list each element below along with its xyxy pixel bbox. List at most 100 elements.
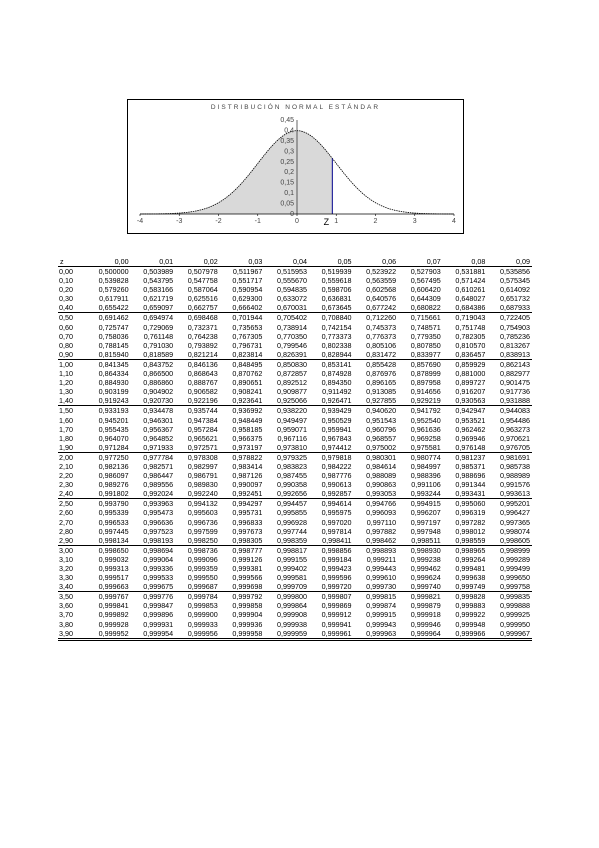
probability-cell: 0,997744 (276, 526, 307, 536)
probability-cell: 0,904902 (143, 387, 174, 397)
table-row: 2,30 0,989276 0,989556 0,989830 0,990097 0,99… (58, 480, 532, 489)
probability-cell: 0,903199 (98, 387, 129, 397)
probability-cell: 0,994614 (321, 499, 352, 509)
probability-cell: 0,999211 (366, 554, 397, 564)
probability-cell: 0,691462 (98, 313, 129, 323)
probability-cell: 0,911492 (322, 387, 352, 397)
table-row: 1,10 0,864334 0,866500 0,868643 0,870762 0,87… (58, 369, 532, 378)
column-header: 0,01 (130, 257, 176, 267)
probability-cell: 0,958185 (232, 424, 263, 434)
probability-cell: 0,934478 (143, 406, 174, 416)
probability-cell: 0,998511 (398, 535, 443, 546)
probability-cell: 0,782305 (455, 331, 486, 341)
probability-cell: 0,594835 (276, 285, 307, 295)
probability-cell: 0,968557 (366, 433, 397, 443)
probability-cell: 0,999922 (455, 610, 486, 620)
table-row: 1,90 0,971284 0,971933 0,972571 0,973197 0,97… (58, 442, 532, 453)
probability-cell: 0,979325 (276, 452, 307, 462)
probability-cell: 0,993790 (98, 499, 129, 509)
probability-cell: 0,995855 (276, 508, 307, 518)
probability-cell: 0,953521 (455, 415, 486, 425)
z-value-cell: 1,60 (59, 415, 73, 425)
probability-cell: 0,999709 (264, 582, 309, 593)
probability-cell: 0,986447 (143, 471, 174, 481)
z-value-cell: 0,90 (58, 349, 86, 360)
y-tick-label: 0,25 (280, 159, 294, 166)
probability-cell: 0,956367 (143, 424, 174, 434)
probability-cell: 0,985371 (455, 461, 486, 471)
probability-cell: 0,992240 (175, 489, 220, 500)
probability-cell: 0,999892 (98, 610, 129, 620)
table-row: 0,50 0,691462 0,694974 0,698468 0,701944 0,70… (58, 313, 532, 323)
table-row: 3,20 0,999313 0,999336 0,999359 0,999381 0,99… (58, 564, 532, 573)
probability-cell: 0,994457 (276, 499, 307, 509)
probability-cell: 0,992656 (264, 489, 309, 500)
table-row: 0,60 0,725747 0,729069 0,732371 0,735653 0,73… (58, 323, 532, 332)
table-row: 0,00 0,500000 0,503989 0,507978 0,511967 0,51… (58, 267, 532, 277)
column-header: 0,05 (308, 257, 354, 267)
probability-cell: 0,999499 (500, 564, 530, 573)
probability-cell: 0,913085 (366, 387, 397, 397)
probability-cell: 0,500000 (98, 267, 129, 276)
probability-cell: 0,999879 (410, 601, 441, 611)
z-value-cell: 2,00 (59, 452, 73, 462)
probability-cell: 0,993244 (398, 489, 443, 500)
probability-cell: 0,996319 (455, 508, 486, 518)
y-tick-label: 0,3 (284, 148, 294, 155)
probability-cell: 0,987776 (321, 471, 352, 481)
probability-cell: 0,938220 (276, 406, 307, 416)
probability-cell: 0,998411 (308, 535, 354, 546)
probability-cell: 0,992024 (130, 489, 176, 500)
probability-cell: 0,929219 (398, 396, 443, 407)
probability-cell: 0,748571 (410, 322, 441, 332)
z-value-cell: 3,80 (59, 619, 73, 629)
probability-cell: 0,997197 (410, 517, 441, 527)
probability-cell: 0,901475 (500, 378, 530, 388)
z-value-cell: 3,00 (59, 545, 73, 555)
probability-cell: 0,983823 (276, 461, 307, 471)
probability-cell: 0,963273 (500, 424, 530, 434)
z-value-cell: 0,70 (59, 331, 73, 341)
y-tick-label: 0,35 (280, 138, 294, 145)
probability-cell: 0,571424 (455, 276, 486, 286)
probability-cell: 0,890651 (232, 378, 263, 388)
probability-cell: 0,996533 (98, 517, 129, 527)
probability-cell: 0,999961 (308, 628, 354, 641)
probability-cell: 0,999828 (455, 592, 486, 602)
probability-cell: 0,715661 (410, 313, 441, 323)
probability-cell: 0,996207 (410, 508, 441, 518)
table-row: 2,40 0,991802 0,992024 0,992240 0,992451 0,99… (58, 489, 532, 500)
probability-cell: 0,874928 (321, 369, 352, 379)
probability-cell: 0,959941 (321, 424, 352, 434)
probability-cell: 0,587064 (187, 285, 218, 295)
probability-cell: 0,999610 (366, 573, 397, 583)
probability-cell: 0,998193 (130, 535, 176, 546)
probability-cell: 0,862143 (500, 359, 530, 369)
probability-cell: 0,821214 (175, 349, 220, 360)
probability-cell: 0,981691 (500, 452, 530, 462)
probability-cell: 0,636831 (321, 294, 352, 304)
probability-cell: 0,810570 (455, 340, 486, 350)
probability-cell: 0,770350 (276, 331, 307, 341)
probability-cell: 0,991106 (411, 480, 441, 490)
probability-cell: 0,975581 (398, 442, 443, 453)
probability-cell: 0,999874 (366, 601, 397, 611)
z-value-cell: 3,90 (58, 628, 86, 641)
probability-cell: 0,742154 (321, 322, 352, 332)
probability-cell: 0,999359 (187, 564, 218, 573)
z-value-cell: 2,30 (59, 480, 73, 490)
probability-cell: 0,999952 (86, 628, 131, 641)
table-row: 1,80 0,964070 0,964852 0,965621 0,966375 0,96… (58, 434, 532, 443)
probability-cell: 0,999462 (410, 564, 441, 573)
probability-cell: 0,998965 (455, 545, 486, 555)
z-value-cell: 3,30 (59, 573, 73, 583)
probability-cell: 0,990613 (321, 480, 352, 490)
probability-cell: 0,999841 (98, 601, 129, 611)
probability-cell: 0,999784 (187, 592, 218, 602)
probability-cell: 0,989830 (187, 480, 218, 490)
probability-cell: 0,735653 (232, 322, 263, 332)
probability-cell: 0,836457 (442, 349, 488, 360)
probability-cell: 0,998605 (487, 535, 532, 546)
table-row: 1,50 0,933193 0,934478 0,935744 0,936992 0,93… (58, 406, 532, 416)
probability-cell: 0,971284 (86, 442, 131, 453)
